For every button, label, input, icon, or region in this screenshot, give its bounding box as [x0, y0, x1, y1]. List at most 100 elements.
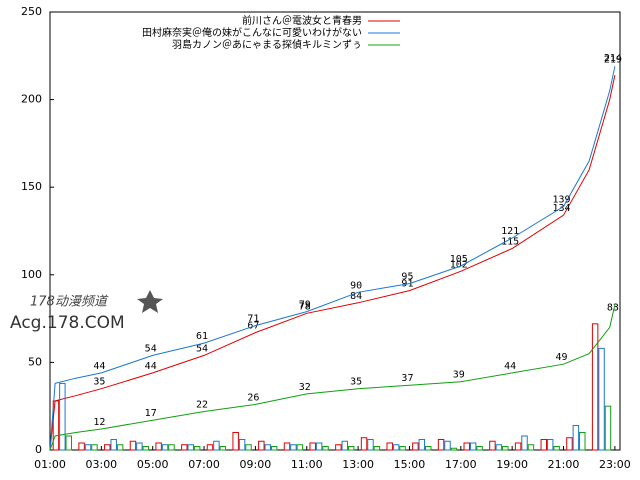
x-tick-label: 05:00 — [137, 458, 169, 471]
hourly-bar — [489, 440, 496, 451]
value-label: 44 — [93, 361, 105, 372]
hourly-bar — [373, 445, 381, 451]
hourly-bar — [591, 323, 599, 451]
x-tick-label: 09:00 — [240, 458, 272, 471]
hourly-bar — [335, 444, 342, 451]
value-label: 17 — [145, 408, 157, 419]
y-tick-label: 250 — [21, 5, 42, 18]
value-label: 79 — [299, 300, 311, 311]
value-label: 49 — [555, 352, 567, 363]
hourly-bar — [168, 444, 175, 451]
value-label: 78 — [299, 301, 311, 312]
hourly-bar — [258, 440, 265, 451]
hourly-bar — [65, 435, 73, 451]
x-tick-label: 03:00 — [85, 458, 117, 471]
series-line — [49, 304, 616, 451]
hourly-bar — [283, 442, 291, 451]
value-label: 22 — [196, 399, 208, 410]
hourly-bar — [521, 435, 528, 451]
series-line — [49, 66, 616, 451]
watermark-line1: 178动漫频道 — [30, 295, 109, 310]
hourly-bar — [386, 442, 393, 451]
hourly-bar — [604, 405, 612, 451]
hourly-bar — [181, 444, 188, 451]
value-label: 26 — [247, 392, 259, 403]
x-tick-label: 11:00 — [291, 458, 323, 471]
value-label: 44 — [145, 361, 157, 372]
hourly-bar — [540, 438, 548, 451]
hourly-bar — [104, 444, 111, 451]
value-label: 71 — [247, 314, 259, 325]
hourly-bar — [232, 431, 239, 451]
value-label: 44 — [504, 361, 516, 372]
hourly-bar — [392, 444, 400, 451]
hourly-bar — [367, 438, 374, 451]
hourly-bar — [129, 440, 137, 451]
x-tick-label: 19:00 — [496, 458, 528, 471]
y-tick-label: 200 — [21, 93, 42, 106]
hourly-bar — [553, 445, 560, 451]
x-tick-label: 01:00 — [34, 458, 66, 471]
hourly-bar — [110, 438, 117, 451]
hourly-bar — [418, 438, 426, 451]
x-tick-label: 13:00 — [342, 458, 374, 471]
hourly-bar — [572, 424, 580, 451]
hourly-bar — [238, 438, 246, 451]
x-tick-label: 17:00 — [445, 458, 477, 471]
hourly-bar — [514, 442, 522, 451]
hourly-bar — [219, 445, 227, 451]
hourly-bar — [347, 445, 355, 451]
hourly-bar — [155, 442, 162, 451]
value-label: 12 — [93, 417, 105, 428]
value-label: 54 — [196, 343, 208, 354]
value-label: 214 — [604, 53, 622, 64]
value-label: 37 — [401, 373, 413, 384]
hourly-bar — [136, 442, 143, 451]
value-label: 102 — [450, 259, 468, 270]
value-label: 105 — [450, 254, 468, 265]
hourly-bar — [437, 438, 445, 451]
hourly-bar — [598, 347, 605, 451]
hourly-bar — [245, 444, 252, 451]
hourly-bar — [546, 438, 554, 451]
hourly-bar — [161, 444, 169, 451]
value-label: 219 — [604, 54, 622, 65]
hourly-bar — [309, 442, 316, 451]
hourly-bar — [116, 444, 124, 451]
x-tick-label: 23:00 — [599, 458, 631, 471]
value-label: 35 — [93, 377, 105, 388]
value-label: 39 — [453, 370, 465, 381]
y-tick-label: 150 — [21, 180, 42, 193]
hourly-bar — [213, 440, 220, 451]
hourly-bar — [84, 444, 92, 451]
hourly-bar — [187, 444, 194, 451]
value-label: 83 — [607, 303, 619, 314]
hourly-bar — [270, 445, 278, 451]
y-tick-label: 50 — [28, 355, 42, 368]
value-label: 32 — [299, 382, 311, 393]
y-tick-label: 0 — [35, 443, 42, 456]
hourly-bar — [78, 442, 85, 451]
hourly-bar — [579, 431, 586, 451]
value-label: 90 — [350, 280, 362, 291]
hourly-bar — [91, 444, 98, 451]
value-label: 54 — [145, 343, 157, 354]
hourly-bar — [315, 442, 323, 451]
value-label: 115 — [501, 237, 519, 248]
legend-label: 前川さん＠電波女と青春男 — [242, 14, 362, 27]
value-label: 35 — [350, 377, 362, 388]
hourly-bar — [476, 445, 483, 451]
hourly-bar — [566, 437, 573, 451]
plot-frame — [49, 11, 621, 451]
hourly-bar — [59, 382, 66, 451]
hourly-bar — [360, 437, 368, 451]
x-tick-label: 15:00 — [394, 458, 426, 471]
hourly-bar — [450, 447, 458, 451]
hourly-bar — [425, 445, 432, 451]
y-tick-label: 100 — [21, 268, 42, 281]
legend-label: 田村麻奈実＠俺の妹がこんなに可愛いわけがない — [142, 26, 362, 39]
x-tick-label: 07:00 — [188, 458, 220, 471]
hourly-bar — [463, 442, 470, 451]
x-tick-label: 21:00 — [548, 458, 580, 471]
